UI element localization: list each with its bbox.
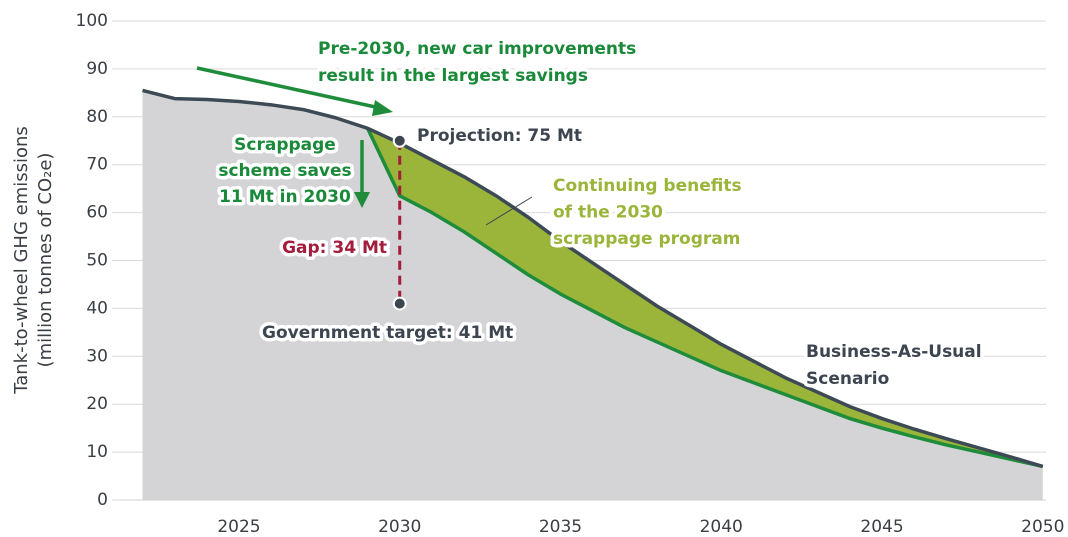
series-label: Scenario: [806, 369, 889, 389]
annotation: scrappage program: [553, 229, 740, 249]
annotation: 11 Mt in 2030: [219, 187, 351, 207]
y-tick-label: 100: [76, 11, 108, 31]
x-tick-label: 2045: [860, 517, 903, 537]
y-tick-label: 50: [86, 251, 108, 271]
y-tick-label: 90: [86, 59, 108, 79]
arrow-head: [354, 192, 370, 208]
marker-label: Projection: 75 Mt: [417, 126, 582, 146]
marker: [392, 296, 407, 311]
y-tick-label: 60: [86, 203, 108, 223]
annotation: Scrappage: [234, 135, 336, 155]
arrow: [196, 66, 381, 110]
line: [365, 127, 1044, 469]
arrow-head: [372, 100, 393, 116]
line: [142, 88, 1044, 469]
y-tick-label: 10: [86, 442, 108, 462]
gap-label: Gap: 34 Mt: [282, 238, 387, 258]
annotation: scheme saves: [218, 161, 351, 181]
y-tick-label: 80: [86, 107, 108, 127]
x-tick-label: 2050: [1021, 517, 1064, 537]
y-tick-label: 70: [86, 155, 108, 175]
marker: [392, 133, 407, 148]
x-tick-label: 2035: [539, 517, 582, 537]
annotation: Continuing benefits: [553, 176, 742, 196]
x-tick-label: 2030: [378, 517, 421, 537]
annotation: Pre-2030, new car improvements: [318, 39, 636, 59]
y-tick-label: 0: [97, 490, 108, 510]
x-tick-label: 2040: [700, 517, 743, 537]
y-tick-label: 40: [86, 298, 108, 318]
y-axis-label: Tank-to-wheel GHG emissions: [11, 126, 32, 395]
annotation: result in the largest savings: [318, 66, 588, 86]
annotation: of the 2030: [553, 203, 663, 223]
marker-label: Government target: 41 Mt: [262, 323, 513, 343]
callout-line: [485, 196, 533, 226]
x-tick-label: 2025: [217, 517, 260, 537]
series-label: Business-As-Usual: [806, 342, 982, 362]
annotation-arrows: [196, 66, 533, 226]
y-tick-label: 30: [86, 346, 108, 366]
y-axis-label: (million tonnes of CO₂e): [35, 153, 56, 368]
y-tick-label: 20: [86, 394, 108, 414]
